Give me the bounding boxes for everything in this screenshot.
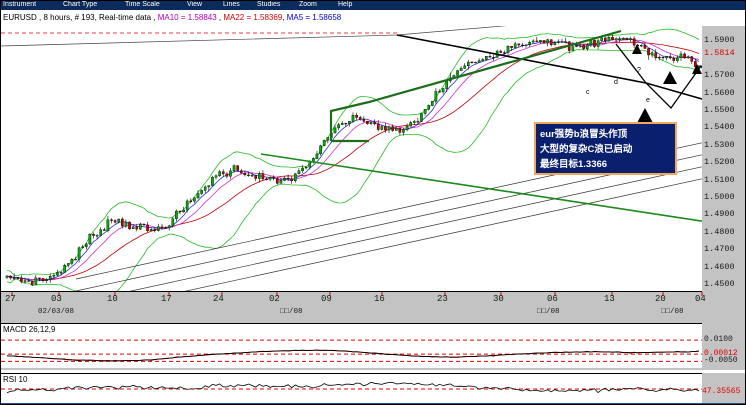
svg-text:c: c (586, 89, 590, 96)
svg-text:e: e (646, 97, 650, 104)
svg-text:d: d (614, 79, 618, 86)
svg-text:?: ? (637, 67, 641, 74)
